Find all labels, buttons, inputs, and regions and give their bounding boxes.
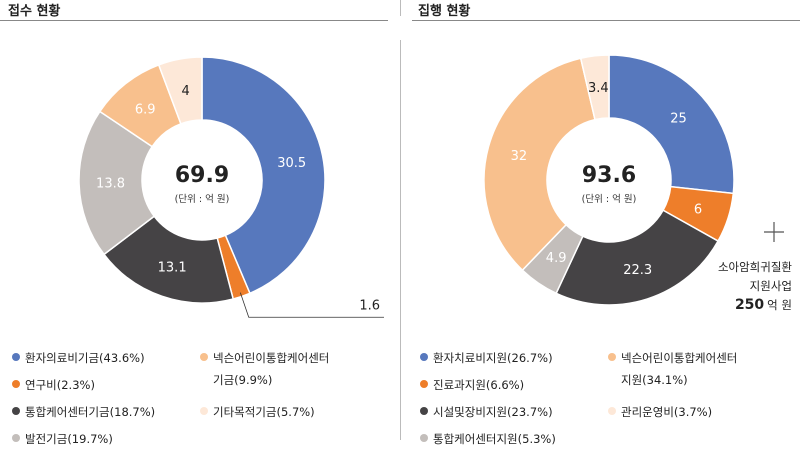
right-legend-label-cont-5: 지원(34.1%) (621, 373, 688, 387)
right-unit-label: (단위 : 억 원) (582, 193, 637, 205)
right-slice-label-6: 3.4 (588, 81, 609, 96)
right-section-title: 집행 현황 (418, 4, 471, 19)
right-legend-label-1: 환자치료비지원(26.7%) (433, 351, 553, 365)
right-slice-label-1: 25 (670, 112, 687, 127)
right-legend-label-4: 통합케어센터지원(5.3%) (433, 432, 556, 446)
right-slice-label-4: 4.9 (546, 251, 567, 266)
right-legend-label-3: 시설및장비지원(23.7%) (433, 405, 553, 419)
right-donut-hole (549, 120, 669, 240)
left-legend-item-1: 환자의료비기금(43.6%) (12, 350, 145, 366)
left-slice-label-1: 30.5 (277, 156, 306, 171)
left-donut-chart: 30.5 1.6 13.1 13.8 6.9 4 69.9 (단위 : 억 원) (78, 56, 384, 318)
right-legend-item-4: 통합케어센터지원(5.3%) (420, 431, 556, 447)
left-slice-label-6: 4 (181, 84, 189, 99)
right-slice-1 (608, 54, 735, 195)
right-legend-item-6: 관리운영비(3.7%) (608, 404, 712, 420)
left-slice-label-3: 13.1 (158, 260, 187, 275)
right-total-value: 93.6 (582, 163, 636, 188)
left-donut-hole (144, 122, 260, 238)
left-total-value: 69.9 (175, 163, 229, 188)
left-slice-6 (157, 56, 203, 125)
right-legend-swatch-3 (420, 407, 428, 415)
extra-support-note: 소아암희귀질환 지원사업 250 억 원 (718, 258, 792, 315)
title-divider-tick (400, 0, 401, 16)
right-legend-swatch-4 (420, 434, 428, 442)
extra-line2: 지원사업 (749, 279, 792, 293)
right-title-rule (412, 20, 800, 21)
left-unit-label: (단위 : 억 원) (175, 193, 230, 205)
left-legend-label-3: 통합케어센터기금(18.7%) (25, 405, 156, 419)
left-slice-label-4: 13.8 (96, 177, 125, 192)
right-legend-label-5: 넥슨어린이통합케어센터 (621, 351, 738, 365)
left-slice-1 (201, 56, 326, 295)
section-divider (400, 40, 401, 440)
plus-icon (764, 222, 784, 242)
left-legend-item-2: 연구비(2.3%) (12, 377, 95, 393)
right-legend-swatch-5 (608, 353, 616, 361)
right-legend-swatch-1 (420, 353, 428, 361)
extra-amount-unit: 억 원 (767, 298, 792, 312)
left-legend-swatch-3 (12, 407, 20, 415)
right-legend-swatch-6 (608, 407, 616, 415)
right-slice-label-3: 22.3 (623, 263, 652, 278)
left-legend-swatch-2 (12, 380, 20, 388)
right-legend-swatch-2 (420, 380, 428, 388)
left-legend-label-5: 넥슨어린이통합케어센터 (213, 351, 330, 365)
left-slice-label-5: 6.9 (135, 102, 156, 117)
left-legend-label-1: 환자의료비기금(43.6%) (25, 351, 145, 365)
extra-amount: 250 (734, 297, 765, 313)
left-legend-swatch-6 (200, 407, 208, 415)
left-legend-item-3: 통합케어센터기금(18.7%) (12, 404, 155, 420)
left-legend-item-4: 발전기금(19.7%) (12, 431, 113, 447)
right-slice-label-5: 32 (511, 149, 528, 164)
left-legend-swatch-4 (12, 434, 20, 442)
left-slice-label-2: 1.6 (359, 298, 380, 313)
right-legend-item-1: 환자치료비지원(26.7%) (420, 350, 553, 366)
left-legend-swatch-5 (200, 353, 208, 361)
extra-line1: 소아암희귀질환 (717, 260, 792, 274)
left-legend-swatch-1 (12, 353, 20, 361)
right-slice-6 (579, 54, 610, 121)
left-legend-label-cont-5: 기금(9.9%) (213, 373, 273, 387)
right-slice-label-2: 6 (694, 202, 702, 217)
right-slice-3 (555, 209, 720, 306)
right-legend-label-6: 관리운영비(3.7%) (621, 405, 713, 419)
left-legend-item-6: 기타목적기금(5.7%) (200, 404, 315, 420)
right-slice-5 (483, 57, 596, 272)
left-legend-label-6: 기타목적기금(5.7%) (213, 405, 315, 419)
left-slice-3 (102, 215, 235, 304)
right-legend-item-3: 시설및장비지원(23.7%) (420, 404, 553, 420)
left-slice-4 (78, 110, 156, 256)
right-donut-chart: 25 6 22.3 4.9 32 3.4 93.6 (단위 : 억 원) (483, 54, 735, 306)
right-legend-item-2: 진료과지원(6.6%) (420, 377, 524, 393)
left-title-rule (0, 20, 388, 21)
left-section-title: 접수 현황 (8, 4, 61, 19)
left-leader-line-2 (239, 292, 384, 318)
left-legend-label-2: 연구비(2.3%) (25, 378, 95, 392)
left-legend-label-4: 발전기금(19.7%) (25, 432, 113, 446)
right-legend-label-2: 진료과지원(6.6%) (433, 378, 525, 392)
